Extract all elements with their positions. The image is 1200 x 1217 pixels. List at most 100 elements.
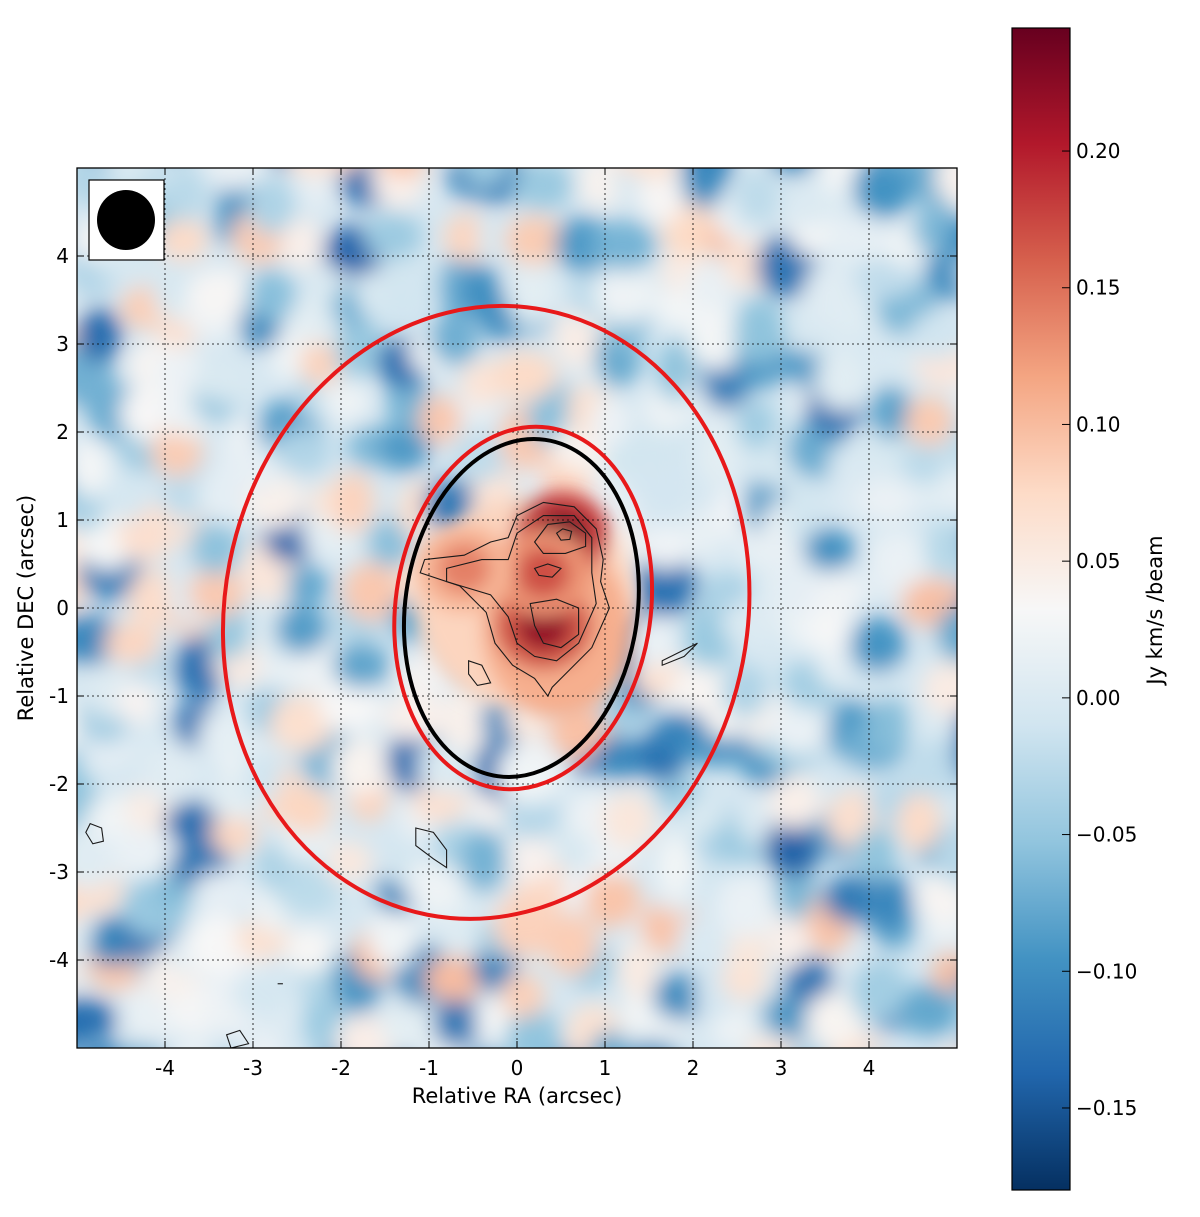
noise-cell (784, 957, 835, 1007)
noise-cell (112, 824, 176, 880)
noise-cell (150, 426, 203, 477)
noise-cell (127, 569, 177, 629)
noise-cell (734, 122, 791, 166)
noise-cell (958, 961, 1015, 1007)
noise-cell (77, 307, 122, 364)
x-tick-label: 4 (863, 1056, 876, 1080)
noise-cell (632, 553, 698, 617)
noise-cell (417, 740, 473, 794)
y-axis-label: Relative DEC (arcsec) (14, 495, 38, 722)
noise-cell (629, 614, 679, 668)
x-tick-label: 2 (687, 1056, 700, 1080)
noise-cell (367, 904, 419, 969)
noise-cell (332, 642, 390, 689)
noise-cell (815, 348, 868, 413)
noise-cell (363, 212, 423, 260)
noise-cell (936, 605, 957, 663)
noise-cell (716, 874, 778, 938)
contour-level-1 (468, 660, 492, 687)
noise-cell (632, 1037, 676, 1048)
colorbar-tick-label: −0.05 (1076, 823, 1137, 847)
noise-cell (899, 983, 957, 1038)
emission-peak-core (517, 548, 570, 598)
colorbar-tick-label: −0.15 (1076, 1096, 1137, 1120)
noise-cell (424, 956, 486, 1002)
contour-level-3 (533, 563, 563, 578)
noise-cell (500, 972, 545, 1019)
noise-cell (432, 996, 481, 1048)
noise-cell (859, 478, 917, 523)
noise-cell (104, 466, 150, 522)
noise-cell (193, 354, 253, 403)
colorbar-ticks: −0.15 −0.10 −0.05 0.00 0.05 0.10 0.15 0.20 (1062, 139, 1137, 1120)
noise-cell (273, 428, 332, 474)
noise-cell (191, 870, 252, 916)
noise-cell (593, 264, 656, 325)
noise-cell (812, 570, 868, 613)
noise-cell (370, 168, 427, 209)
noise-cell (861, 872, 912, 932)
noise-cell (205, 168, 267, 192)
y-axis-ticks: -4 -3 -2 -1 0 1 2 3 4 (49, 244, 957, 972)
noise-cell (188, 567, 245, 619)
noise-cell (636, 421, 685, 473)
x-tick-label: 1 (599, 1056, 612, 1080)
noise-cell (584, 872, 641, 928)
noise-cell (165, 168, 208, 223)
colorbar-tick-label: −0.10 (1076, 959, 1137, 983)
x-tick-label: -3 (243, 1056, 263, 1080)
noise-cell (733, 170, 780, 228)
x-tick-label: -4 (155, 1056, 175, 1080)
noise-cell (140, 743, 201, 804)
noise-cell (502, 795, 562, 839)
noise-cell (733, 298, 786, 364)
noise-cell (591, 736, 651, 779)
noise-cell (588, 397, 631, 446)
noise-cell (769, 907, 810, 969)
contour-level-1 (419, 501, 610, 698)
y-tick-label: -2 (49, 772, 69, 796)
noise-cell (767, 774, 822, 829)
noise-cell (602, 791, 656, 849)
noise-cell (627, 455, 688, 514)
colorbar-tick-label: 0.05 (1076, 549, 1121, 573)
noise-cell (912, 204, 957, 256)
colorbar-tick-label: 0.20 (1076, 139, 1121, 163)
contour-level-4 (555, 528, 573, 541)
noise-cell (503, 108, 558, 159)
noise-cell (640, 524, 692, 570)
noise-cell (285, 925, 335, 974)
x-tick-label: 3 (775, 1056, 788, 1080)
noise-cell (513, 168, 574, 210)
x-tick-label: -1 (419, 1056, 439, 1080)
noise-cell (342, 562, 401, 622)
noise-cell (866, 694, 909, 755)
noise-cell (934, 830, 957, 886)
noise-cell (620, 168, 665, 177)
noise-cell (868, 531, 929, 584)
noise-cell (24, 129, 69, 184)
noise-cell (87, 108, 144, 163)
beam-ellipse (97, 190, 155, 250)
noise-cell (459, 828, 507, 894)
noise-cell (577, 168, 624, 210)
x-tick-label: -2 (331, 1056, 351, 1080)
noise-cell (851, 1052, 900, 1104)
x-axis-label: Relative RA (arcsec) (412, 1084, 623, 1108)
noise-cell (77, 438, 111, 496)
noise-cell (803, 527, 856, 572)
noise-cell (914, 872, 957, 921)
aperture-ellipse (220, 303, 752, 921)
noise-cell (77, 999, 118, 1040)
noise-cell (855, 258, 920, 299)
noise-cell (275, 604, 328, 655)
noise-cell (949, 420, 957, 464)
noise-cell (849, 958, 909, 1022)
noise-cell (931, 951, 957, 993)
aperture-ellipse (392, 424, 655, 792)
noise-cell (429, 314, 480, 365)
noise-cell (331, 471, 375, 534)
noise-cell (286, 564, 330, 606)
noise-cell (779, 1048, 841, 1097)
noise-cell (492, 351, 558, 401)
